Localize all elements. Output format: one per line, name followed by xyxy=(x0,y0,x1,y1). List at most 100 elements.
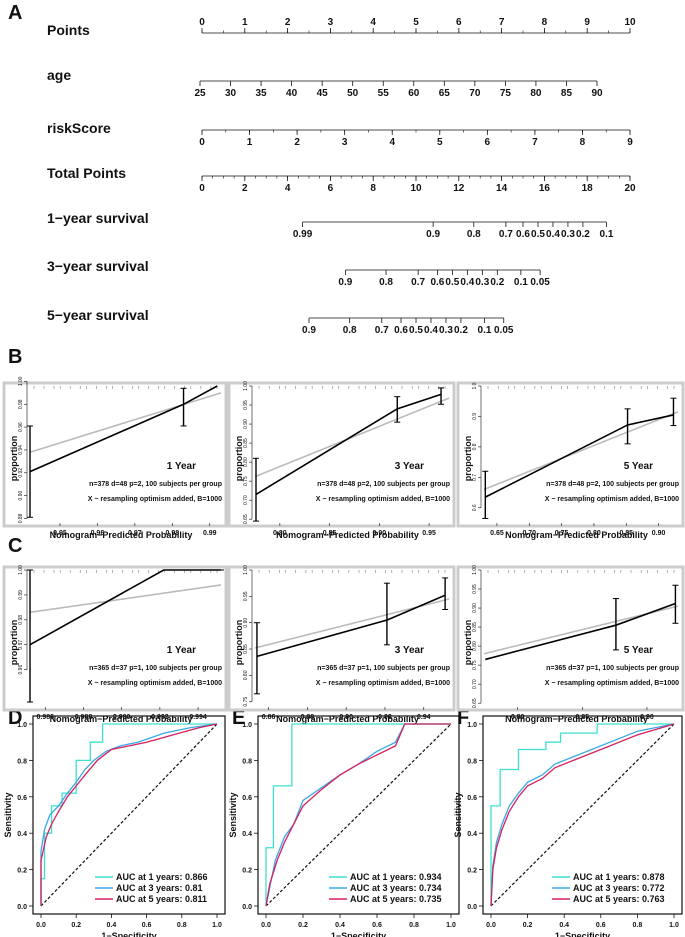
calibration-x-label: Nomogram−Predicted Probability xyxy=(50,530,193,540)
nomogram-tick-label: 20 xyxy=(624,183,636,194)
nomogram-tick-label: 0.8 xyxy=(379,277,393,288)
calibration-y-label: proportion xyxy=(234,436,244,482)
nomogram-tick-label: 0.2 xyxy=(576,229,590,240)
calibration-x-tick-label: 0.99 xyxy=(203,530,217,537)
roc-curve xyxy=(40,723,218,906)
nomogram-tick-label: 0.7 xyxy=(375,325,389,336)
calibration-plot: 0.96 0.97 0.98 0.99 1.00 0.986 0.988 0.990 0.992… xyxy=(2,565,228,721)
roc-x-label: 1−Specificity xyxy=(331,931,386,937)
nomogram-tick-label: 0.5 xyxy=(445,277,459,288)
roc-legend-entry: AUC at 5 years: 0.763 xyxy=(573,894,665,904)
calibration-y-tick-label: 0.8 xyxy=(472,443,478,450)
roc-curve xyxy=(490,723,675,907)
calibration-note-1: n=378 d=48 p=2, 100 subjects per group xyxy=(546,481,679,488)
calibration-y-tick-label: 0.95 xyxy=(243,591,249,601)
nomogram-row-label: 1−year survival xyxy=(47,210,149,226)
calibration-y-tick-label: 0.85 xyxy=(243,438,249,448)
calibration-x-tick-label: 0.98 xyxy=(166,530,180,537)
calibration-x-label: Nomogram−Predicted Probability xyxy=(276,530,419,540)
roc-legend-entry: AUC at 1 years: 0.934 xyxy=(350,872,442,882)
roc-x-tick-label: 0.8 xyxy=(177,922,187,929)
nomogram-tick-label: 6 xyxy=(485,137,491,148)
nomogram-tick-label: 4 xyxy=(370,17,376,28)
nomogram-tick-label: 90 xyxy=(591,88,603,99)
calibration-x-tick-label: 0.85 xyxy=(619,530,633,537)
nomogram-tick-label: 60 xyxy=(408,88,420,99)
roc-y-tick-label: 1.0 xyxy=(17,722,27,729)
calibration-x-tick-label: 0.96 xyxy=(91,530,105,537)
calibration-y-tick-label: 1.00 xyxy=(243,381,249,391)
nomogram-tick-label: 8 xyxy=(542,17,548,28)
calibration-title: 1 Year xyxy=(167,461,196,472)
nomogram-tick-label: 2 xyxy=(285,17,291,28)
nomogram-tick-label: 0.2 xyxy=(454,325,468,336)
calibration-y-tick-label: 0.90 xyxy=(243,419,249,429)
nomogram-tick-label: 14 xyxy=(496,183,508,194)
roc-y-tick-label: 0.6 xyxy=(467,795,477,802)
nomogram-tick-label: 0.1 xyxy=(478,325,492,336)
nomogram-tick-label: 0.3 xyxy=(439,325,453,336)
roc-panels: 0.0 0.0 0.2 0.2 0.4 0.4 0.6 0.6 0.8 0.8 1.0 1.0 AUC … xyxy=(3,715,683,937)
calibration-note-1: n=365 d=37 p=1, 100 subjects per group xyxy=(546,665,679,672)
calibration-panels: 0.88 0.90 0.92 0.94 0.96 0.98 1.00 0.95 0.96 0.97… xyxy=(2,376,685,724)
calibration-x-tick-label: 0.92 xyxy=(378,714,392,721)
calibration-y-tick-label: 0.65 xyxy=(472,698,478,708)
nomogram-row-label: Total Points xyxy=(47,165,126,181)
nomogram-tick-label: 0.05 xyxy=(530,277,550,288)
calibration-x-tick-label: 0.986 xyxy=(37,714,55,721)
calibration-note-1: n=365 d=37 p=1, 100 subjects per group xyxy=(89,665,222,672)
nomogram-tick-label: 75 xyxy=(500,88,512,99)
calibration-frame xyxy=(2,381,228,528)
roc-frame xyxy=(257,715,460,915)
nomogram-tick-label: 0.5 xyxy=(531,229,545,240)
nomogram-tick-label: 12 xyxy=(453,183,465,194)
calibration-x-tick-label: 0.88 xyxy=(301,714,315,721)
roc-legend-entry: AUC at 3 years: 0.734 xyxy=(350,883,442,893)
nomogram-tick-label: 6 xyxy=(328,183,334,194)
calibration-x-tick-label: 0.75 xyxy=(555,530,569,537)
calibration-title: 1 Year xyxy=(167,645,196,656)
calibration-observed-line xyxy=(29,385,218,473)
nomogram-tick-label: 65 xyxy=(439,88,451,99)
nomogram-tick-label: 4 xyxy=(285,183,291,194)
roc-x-tick-label: 0.4 xyxy=(335,922,345,929)
nomogram-tick-label: 30 xyxy=(225,88,237,99)
nomogram-tick-label: 0.99 xyxy=(293,229,313,240)
calibration-note-1: n=378 d=48 p=2, 100 subjects per group xyxy=(89,481,222,488)
calibration-frame xyxy=(456,565,685,712)
roc-y-tick-label: 0.8 xyxy=(467,758,477,765)
calibration-observed-line xyxy=(255,393,442,496)
roc-x-tick-label: 0.6 xyxy=(372,922,382,929)
calibration-y-tick-label: 0.88 xyxy=(18,513,24,523)
panel-label-a: A xyxy=(8,2,22,24)
calibration-x-tick-label: 0.95 xyxy=(53,530,67,537)
roc-y-tick-label: 0.2 xyxy=(467,868,477,875)
calibration-x-label: Nomogram−Predicted Probability xyxy=(276,714,419,724)
roc-x-label: 1−Specificity xyxy=(101,931,156,937)
calibration-plot: 0.65 0.70 0.75 0.80 0.85 0.90 0.95 1.00 0.80 0.85… xyxy=(227,381,456,537)
calibration-x-tick-label: 0.990 xyxy=(113,714,131,721)
nomogram-tick-label: 0.7 xyxy=(499,229,513,240)
calibration-y-tick-label: 0.92 xyxy=(18,468,24,478)
nomogram-tick-label: 0.8 xyxy=(467,229,481,240)
calibration-y-tick-label: 0.80 xyxy=(243,457,249,467)
nomogram-tick-label: 0.7 xyxy=(411,277,425,288)
roc-x-label: 1−Specificity xyxy=(555,931,610,937)
calibration-note-2: X − resampling optimism added, B=1000 xyxy=(545,496,679,503)
nomogram-tick-label: 0 xyxy=(199,183,205,194)
calibration-ideal-line xyxy=(254,397,450,478)
roc-x-tick-label: 0.6 xyxy=(142,922,152,929)
nomogram-tick-label: 0.8 xyxy=(343,325,357,336)
calibration-x-tick-label: 0.992 xyxy=(151,714,169,721)
calibration-x-tick-label: 0.90 xyxy=(652,530,666,537)
nomogram-tick-label: 50 xyxy=(347,88,359,99)
calibration-y-tick-label: 0.65 xyxy=(243,514,249,524)
calibration-y-tick-label: 0.96 xyxy=(18,422,24,432)
calibration-frame xyxy=(227,381,456,528)
calibration-y-label: proportion xyxy=(9,436,19,482)
nomogram-tick-label: 0 xyxy=(199,17,205,28)
calibration-observed-line xyxy=(29,569,221,646)
roc-curve xyxy=(40,723,217,906)
